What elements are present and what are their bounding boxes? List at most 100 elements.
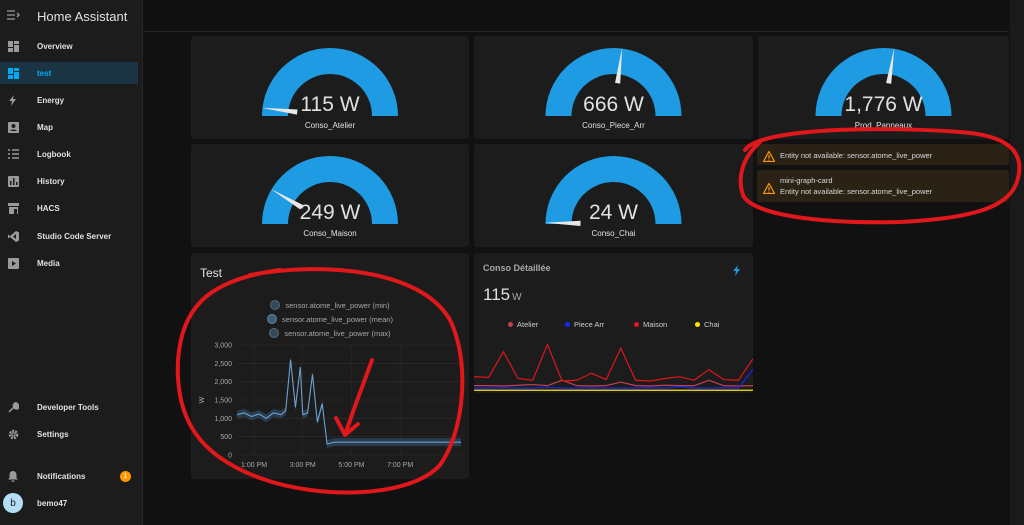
gauge-card-prod-panneaux[interactable]: 1,776 W Prod_Panneaux	[758, 36, 1009, 139]
legend-item-atelier[interactable]: Atelier	[508, 320, 538, 329]
warning-icon	[762, 181, 776, 199]
gauge-needle	[886, 47, 895, 84]
legend-item-chai[interactable]: Chai	[695, 320, 719, 329]
y-axis-label: W	[199, 396, 206, 403]
test-history-card[interactable]: Test sensor.atome_live_power (min) senso…	[191, 253, 469, 479]
sidebar: Home Assistant Overview test Energy Map …	[0, 0, 143, 525]
sidebar-item-notifications[interactable]: Notifications 1	[0, 465, 138, 487]
gear-icon	[7, 428, 19, 440]
mini-graph	[474, 342, 753, 391]
sidebar-item-developer-tools[interactable]: Developer Tools	[0, 396, 138, 418]
series-line	[474, 369, 753, 389]
flash-icon	[733, 263, 741, 281]
x-tick-label: 1:00 PM	[241, 462, 267, 469]
logbook-icon	[7, 148, 19, 160]
sidebar-item-hacs[interactable]: HACS	[0, 197, 138, 219]
conso-detaillee-card[interactable]: Conso Détaillée 115 W Atelier Piece Arr M…	[474, 253, 753, 393]
energy-icon	[7, 94, 19, 106]
gauge-dial	[545, 47, 682, 116]
gauge-dial	[544, 156, 682, 226]
legend-label: Piece Arr	[574, 320, 605, 329]
overview-icon	[7, 40, 19, 52]
sidebar-item-user[interactable]: b bemo47	[0, 492, 138, 514]
sidebar-item-overview[interactable]: Overview	[0, 35, 138, 57]
warning-message: Entity not available: sensor.atome_live_…	[780, 151, 933, 160]
current-value-unit: W	[512, 292, 522, 303]
gauge-name: Conso_Chai	[591, 229, 636, 238]
wrench-icon	[7, 401, 19, 413]
mean-series-line	[236, 359, 461, 445]
legend-item-maison[interactable]: Maison	[634, 320, 667, 329]
sidebar-item-energy[interactable]: Energy	[0, 89, 138, 111]
card-title: Conso Détaillée	[483, 263, 551, 273]
gauge-card-conso-piece-arr[interactable]: 666 W Conso_Piece_Arr	[474, 36, 753, 139]
sidebar-item-label: HACS	[37, 203, 60, 213]
y-tick-label: 2,500	[214, 361, 232, 368]
gauge-arc	[262, 156, 398, 224]
gauge-card-conso-atelier[interactable]: 115 W Conso_Atelier	[191, 36, 469, 139]
sidebar-header: Home Assistant	[0, 0, 142, 32]
top-bar	[143, 0, 1009, 32]
dashboard-icon	[7, 67, 19, 79]
min-max-band	[237, 355, 461, 448]
menu-toggle-icon[interactable]	[7, 9, 21, 23]
gauge-name: Conso_Piece_Arr	[582, 121, 645, 130]
sidebar-item-studio-code-server[interactable]: Studio Code Server	[0, 225, 138, 247]
user-name: bemo47	[37, 498, 68, 508]
sidebar-item-media[interactable]: Media	[0, 252, 138, 274]
sidebar-item-label: Notifications	[37, 471, 86, 481]
gauge-dial	[262, 156, 398, 224]
gauge-name: Conso_Atelier	[304, 121, 356, 130]
gauge-needle	[261, 107, 298, 115]
sidebar-item-map[interactable]: Map	[0, 116, 138, 138]
gauge-arc	[545, 48, 682, 116]
gauge-arc	[545, 156, 682, 224]
sidebar-item-label: History	[37, 176, 65, 186]
sidebar-item-label: Media	[37, 258, 60, 268]
legend-dot	[695, 322, 700, 327]
gauge-value: 24 W	[588, 201, 638, 224]
gauge-dial	[815, 47, 952, 117]
notification-count-badge: 1	[120, 471, 131, 482]
sidebar-item-label: Energy	[37, 95, 65, 105]
history-chart[interactable]: 0 500 1,000 1,500 2,000 2,500 3,000 W 1:00 PM 3:0…	[191, 253, 469, 479]
legend-dot	[634, 322, 639, 327]
gauge-name: Conso_Maison	[303, 229, 357, 238]
gauge-value: 249 W	[299, 201, 361, 224]
legend-label: Maison	[643, 320, 668, 329]
y-tick-label: 2,000	[214, 379, 232, 386]
x-tick-label: 5:00 PM	[338, 462, 364, 469]
legend-dot	[508, 322, 513, 327]
y-tick-label: 1,000	[214, 416, 232, 423]
app-title: Home Assistant	[37, 8, 128, 24]
bell-icon	[7, 470, 19, 482]
warning-icon	[762, 149, 776, 167]
series-line	[474, 342, 753, 382]
scrollbar[interactable]	[1010, 0, 1024, 525]
y-tick-label: 3,000	[214, 343, 232, 350]
legend-label: Atelier	[517, 320, 539, 329]
gauge-card-conso-chai[interactable]: 24 W Conso_Chai	[474, 144, 753, 247]
map-icon	[7, 121, 19, 133]
history-icon	[7, 175, 19, 187]
sidebar-item-settings[interactable]: Settings	[0, 423, 138, 445]
gauge-card-conso-maison[interactable]: 249 W Conso_Maison	[191, 144, 469, 247]
series-line	[474, 379, 753, 387]
gauge-value: 1,776 W	[844, 93, 923, 116]
warning-card: mini-graph-card Entity not available: se…	[757, 170, 1009, 202]
current-value: 115 W	[483, 285, 522, 305]
legend-item-piece-arr[interactable]: Piece Arr	[565, 320, 604, 329]
sidebar-item-history[interactable]: History	[0, 170, 138, 192]
sidebar-item-label: Developer Tools	[37, 402, 99, 412]
gauge-name: Prod_Panneaux	[854, 121, 913, 130]
avatar: b	[3, 493, 23, 513]
gauge-arc	[262, 48, 398, 116]
sidebar-item-logbook[interactable]: Logbook	[0, 143, 138, 165]
vscode-icon	[7, 230, 19, 242]
current-value-number: 115	[483, 285, 511, 304]
gauge-needle	[615, 47, 623, 84]
gauge-arc	[815, 48, 952, 117]
gauge-needle	[544, 220, 581, 226]
legend-label: Chai	[704, 320, 720, 329]
sidebar-item-test[interactable]: test	[0, 62, 138, 84]
